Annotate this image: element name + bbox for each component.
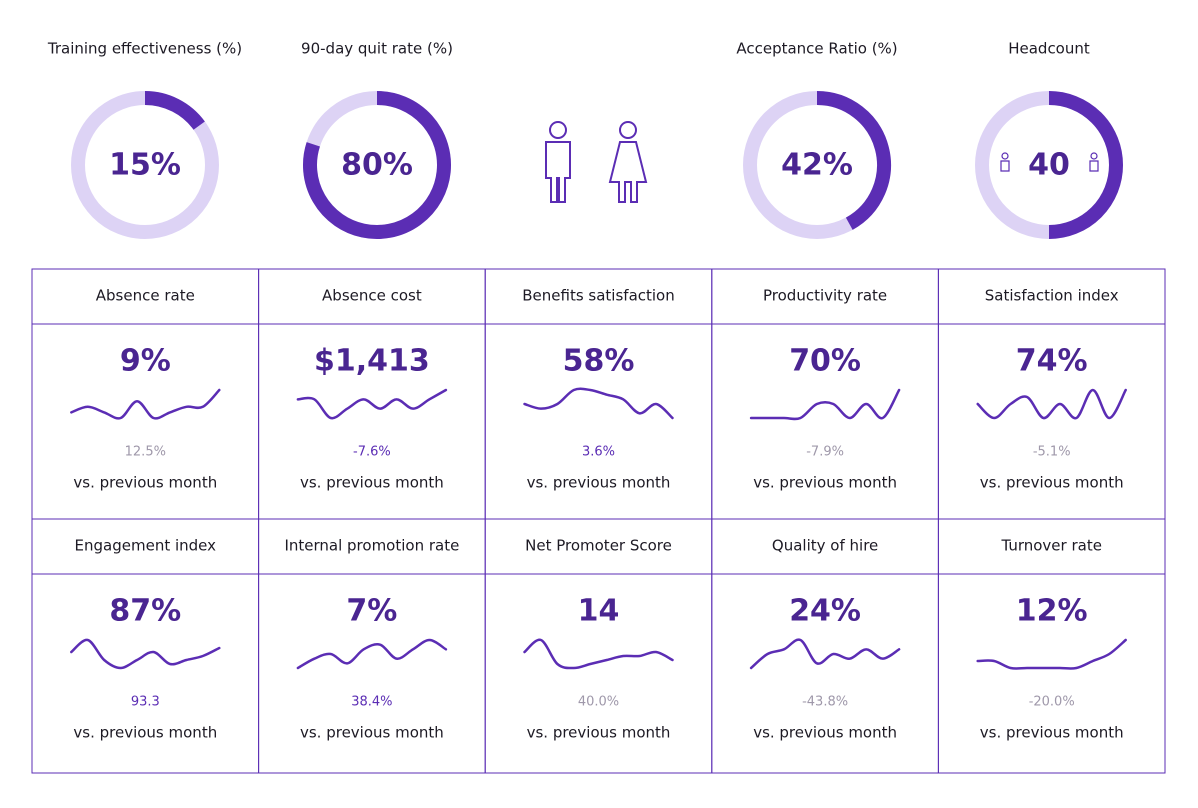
sparkline bbox=[523, 387, 674, 420]
tile-title: Absence rate bbox=[96, 287, 195, 305]
tile-value: 14 bbox=[578, 594, 620, 629]
tile-note: vs. previous month bbox=[980, 724, 1124, 742]
sparkline bbox=[70, 388, 221, 420]
tile-title: Benefits satisfaction bbox=[522, 287, 675, 305]
sparkline bbox=[749, 638, 901, 670]
tile-change: -5.1% bbox=[1033, 445, 1071, 460]
sparkline bbox=[976, 388, 1127, 420]
tile-note: vs. previous month bbox=[300, 724, 444, 742]
donut-value: 42% bbox=[781, 148, 853, 183]
donut-title: 90-day quit rate (%) bbox=[301, 40, 453, 58]
tile-change: -20.0% bbox=[1029, 695, 1075, 710]
tile-change: 93.3 bbox=[131, 695, 160, 710]
donut-value: 80% bbox=[341, 148, 413, 183]
donut-arc bbox=[144, 91, 205, 130]
donut-title: Training effectiveness (%) bbox=[47, 40, 242, 58]
tile-change: -43.8% bbox=[802, 695, 848, 710]
tile-change: 40.0% bbox=[578, 695, 619, 710]
donut-arc bbox=[1048, 91, 1123, 239]
tile-value: 70% bbox=[789, 344, 861, 379]
person-icon bbox=[1000, 160, 1010, 172]
tile-note: vs. previous month bbox=[753, 474, 897, 492]
tile-note: vs. previous month bbox=[753, 724, 897, 742]
donut-title: Headcount bbox=[1008, 40, 1090, 58]
tile-value: 7% bbox=[346, 594, 397, 629]
tile-change: 3.6% bbox=[582, 445, 615, 460]
tile-note: vs. previous month bbox=[527, 474, 671, 492]
donut-value: 15% bbox=[109, 148, 181, 183]
tile-title: Internal promotion rate bbox=[284, 537, 459, 555]
sparkline bbox=[523, 638, 674, 670]
tile-title: Engagement index bbox=[75, 537, 217, 555]
sparkline bbox=[70, 638, 221, 670]
tile-title: Turnover rate bbox=[1000, 537, 1102, 555]
sparkline bbox=[296, 388, 448, 420]
sparkline bbox=[976, 638, 1127, 670]
gender-icons bbox=[545, 121, 648, 203]
tile-change: 38.4% bbox=[351, 695, 392, 710]
tile-title: Quality of hire bbox=[772, 537, 878, 555]
sparkline bbox=[296, 638, 448, 670]
person-icon bbox=[1001, 152, 1009, 160]
tile-value: 58% bbox=[563, 344, 635, 379]
tile-value: $1,413 bbox=[314, 344, 430, 379]
tile-note: vs. previous month bbox=[300, 474, 444, 492]
tile-value: 74% bbox=[1016, 344, 1088, 379]
donut-arc bbox=[816, 91, 891, 230]
tile-value: 24% bbox=[789, 594, 861, 629]
tile-note: vs. previous month bbox=[73, 724, 217, 742]
tile-change: -7.6% bbox=[353, 445, 391, 460]
tile-change: 12.5% bbox=[125, 445, 166, 460]
headcount-value: 40 bbox=[1028, 148, 1070, 183]
tile-change: -7.9% bbox=[806, 445, 844, 460]
person-icon bbox=[1089, 160, 1099, 172]
tile-title: Satisfaction index bbox=[985, 287, 1119, 305]
sparkline bbox=[749, 388, 901, 421]
person-icon bbox=[1090, 152, 1098, 160]
tile-note: vs. previous month bbox=[73, 474, 217, 492]
donut-arc bbox=[303, 91, 451, 239]
tile-note: vs. previous month bbox=[980, 474, 1124, 492]
donut-title: Acceptance Ratio (%) bbox=[736, 40, 897, 58]
tile-title: Productivity rate bbox=[763, 287, 887, 305]
tile-value: 12% bbox=[1016, 594, 1088, 629]
tile-note: vs. previous month bbox=[527, 724, 671, 742]
tile-title: Net Promoter Score bbox=[525, 537, 672, 555]
tile-title: Absence cost bbox=[322, 287, 422, 305]
tile-body bbox=[937, 573, 1166, 774]
tile-value: 9% bbox=[120, 344, 171, 379]
tile-value: 87% bbox=[109, 594, 181, 629]
